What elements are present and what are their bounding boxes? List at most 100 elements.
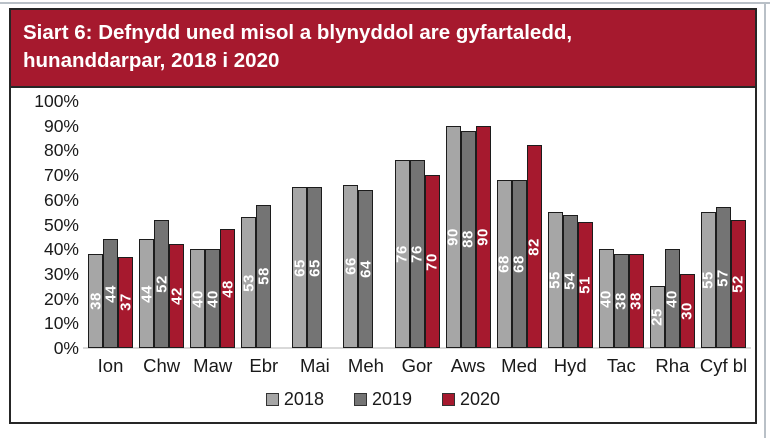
bar-slot: 90 [445,101,462,348]
x-category-label: Med [501,355,538,376]
bar-slot: 38 [627,101,645,348]
x-axis-line [83,347,751,349]
x-category-label: Meh [347,355,384,376]
bar-group-cyf-bl: 55 57 52 [698,101,749,348]
bar-group-ebr: 53 58 [238,101,289,348]
bar-2020-cyf-bl: 52 [729,219,747,348]
chart-box: 100% 90% 80% 70% 60% 50% 40% 30% 20% 10% 0% 38 44 37… [11,86,755,422]
bar-value-label: 38 [627,292,645,310]
bar-value-label: 37 [117,293,135,312]
bar-value-label: 52 [729,274,747,293]
bar-slot: 44 [102,101,120,348]
bar-value-label: 68 [510,255,528,273]
window-edge-right [764,2,766,438]
bar-2018-chw: 44 [138,239,155,348]
legend-label-2019: 2019 [371,389,413,409]
bar-slot: 42 [168,101,185,348]
bar-slot: 37 [117,101,135,348]
bar-slot: 40 [189,101,206,348]
bar-slot: 25 [648,101,666,348]
bar-value-label: 64 [357,260,375,278]
x-category-label: Cyf bl [699,355,748,376]
bar-2020-med: 82 [526,145,543,348]
legend-item-2020: 2020 [442,389,500,410]
bar-value-label: 25 [648,308,666,326]
bar-slot: 40 [204,101,221,348]
y-tick-label: 60% [43,189,79,210]
x-category-label: Gor [401,355,433,376]
bar-2018-mai: 65 [291,187,308,348]
bar-2018-cyf-bl: 55 [700,212,717,348]
bar-slot: 65 [306,101,324,348]
bar-group-rha: 25 40 30 [647,101,698,348]
bar-2019-ion: 44 [102,239,120,348]
legend-item-2018: 2018 [265,389,324,410]
bar-group-chw: 44 52 42 [136,101,187,348]
bar-slot: 90 [474,101,492,348]
y-tick-label: 80% [43,140,79,161]
bar-slot: 38 [87,101,105,348]
bar-group-ion: 38 44 37 [85,101,136,348]
bar-2020-hyd: 51 [576,222,594,348]
bar-slot: 88 [460,101,477,348]
bar-value-label: 51 [576,276,594,294]
bar-2018-ion: 38 [87,254,105,348]
y-tick-label: 10% [43,313,79,334]
bar-2019-cyf-bl: 57 [715,207,732,348]
bar-slot: 64 [357,101,375,348]
y-tick-label: 70% [43,165,79,186]
bar-2019-rha: 40 [664,249,681,348]
bar-slot: 57 [715,101,732,348]
plot-area: 38 44 37 44 52 42 40 40 48 53 58 65 65 66 64 76 76 70 90 88… [85,101,749,348]
bar-2020-rha: 30 [679,273,696,348]
bar-2018-tac: 40 [598,249,615,348]
bar-slot: 55 [547,101,564,348]
legend-swatch-2019 [353,393,367,406]
bar-value-label: 90 [474,228,492,246]
y-tick-label: 40% [43,239,79,260]
bar-group-med: 68 68 82 [494,101,545,348]
y-axis: 100% 90% 80% 70% 60% 50% 40% 30% 20% 10% 0% [11,88,79,368]
x-category-label: Aws [450,355,486,376]
bar-slot: 76 [394,101,411,348]
bar-2018-rha: 25 [648,286,666,348]
bar-2020-tac: 38 [627,254,645,348]
bar-slot: 76 [409,101,426,348]
bar-slot: 40 [664,101,681,348]
legend-item-2019: 2019 [353,389,413,410]
y-tick-label: 50% [43,214,79,235]
bar-2018-hyd: 55 [547,212,564,348]
bar-value-label: 44 [102,284,120,303]
bar-value-label: 65 [306,258,324,277]
legend-swatch-2018 [265,393,279,406]
bar-value-label: 38 [87,292,105,310]
bar-value-label: 48 [219,279,237,298]
legend-label-2020: 2020 [460,389,501,409]
chart-title-line-2: hunanddarpar, 2018 i 2020 [23,49,280,72]
x-category-label: Tac [606,355,636,376]
x-category-label: Chw [143,355,181,376]
bar-2018-ebr: 53 [240,217,257,348]
bar-group-maw: 40 40 48 [187,101,238,348]
y-tick-label: 20% [43,288,79,309]
bar-2018-med: 68 [496,180,513,348]
chart-title-line-1: Siart 6: Defnydd uned misol a blynyddol … [23,21,573,44]
bar-slot: 58 [255,101,272,348]
bar-2019-mai: 65 [306,187,324,348]
bar-group-mai: 65 65 [289,101,340,348]
bar-2019-maw: 40 [204,249,221,348]
bar-2020-chw: 42 [168,244,185,348]
bar-2018-gor: 76 [394,160,411,348]
bar-slot: 53 [240,101,257,348]
bar-2019-aws: 88 [460,130,477,348]
x-category-label: Ion [97,355,124,376]
bar-group-hyd: 55 54 51 [545,101,596,348]
bar-2019-gor: 76 [409,160,426,348]
bar-slot [271,101,286,348]
bar-slot: 44 [138,101,155,348]
bar-slot: 30 [679,101,696,348]
bar-slot: 70 [424,101,441,348]
bar-2019-med: 68 [510,180,528,348]
legend: 2018 2019 2020 [11,389,755,410]
